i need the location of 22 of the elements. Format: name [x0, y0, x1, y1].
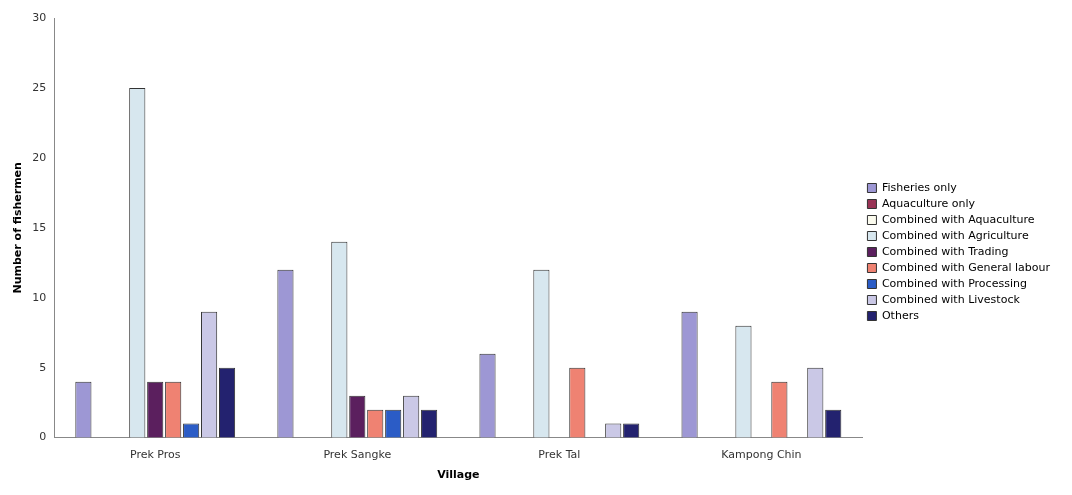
legend-label: Combined with Livestock: [881, 292, 1021, 306]
legend-label: Aquaculture only: [881, 196, 976, 210]
y-tick-label: 30: [32, 10, 47, 24]
legend-label: Combined with Processing: [881, 276, 1027, 290]
x-tick-label: Prek Sangke: [323, 448, 392, 462]
legend-label: Others: [881, 308, 920, 322]
y-tick-label: 15: [32, 220, 47, 234]
y-tick-label: 25: [32, 80, 47, 94]
legend-label: Combined with General labour: [881, 260, 1051, 274]
y-tick-label: 10: [32, 290, 47, 304]
x-axis-title: Village: [437, 468, 480, 482]
legend-label: Fisheries only: [881, 180, 958, 194]
y-tick-label: 5: [39, 360, 47, 374]
y-tick-label: 0: [39, 430, 47, 444]
legend-label: Combined with Agriculture: [881, 228, 1029, 242]
x-tick-label: Kampong Chin: [721, 448, 802, 462]
x-tick-label: Prek Pros: [129, 448, 181, 462]
y-tick-label: 20: [32, 150, 47, 164]
legend-label: Combined with Trading: [881, 244, 1009, 258]
legend-label: Combined with Aquaculture: [881, 212, 1035, 226]
x-tick-label: Prek Tal: [538, 448, 581, 462]
y-axis-title: Number of fishermen: [11, 162, 25, 294]
